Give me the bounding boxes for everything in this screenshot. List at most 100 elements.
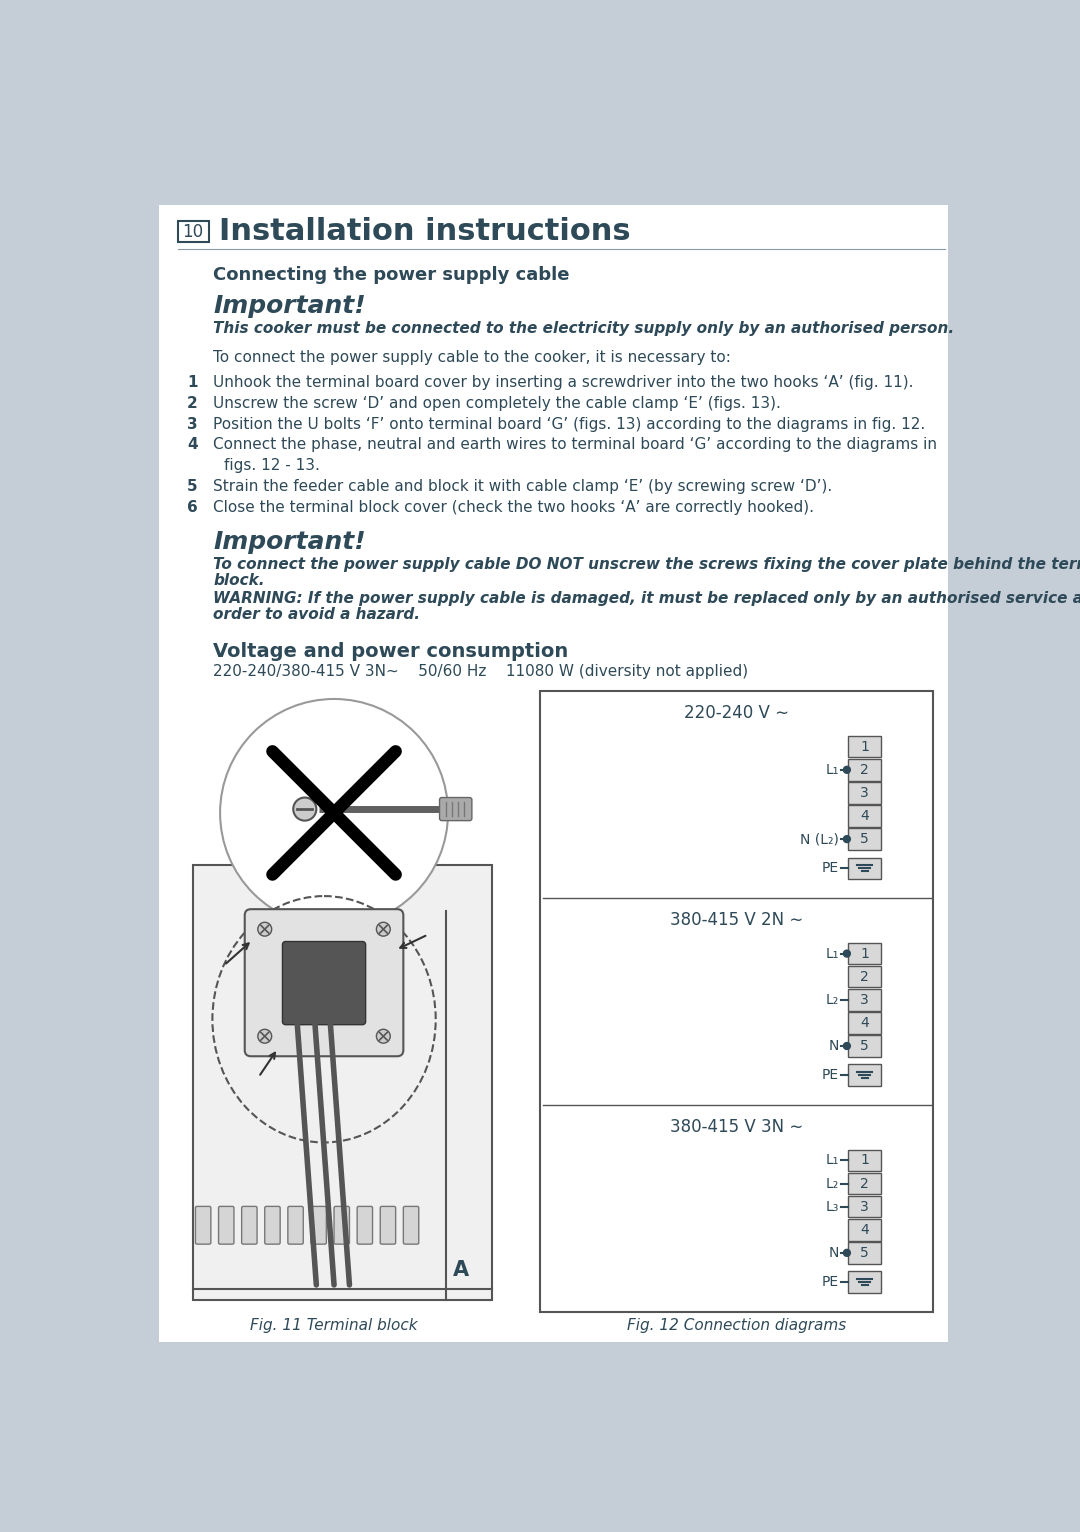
Text: L₂: L₂ (826, 993, 839, 1007)
Text: block.: block. (213, 573, 265, 588)
FancyBboxPatch shape (849, 758, 881, 781)
FancyBboxPatch shape (849, 1272, 881, 1293)
Text: 1: 1 (860, 1154, 869, 1167)
Text: 220-240/380-415 V 3N~    50/60 Hz    11080 W (diversity not applied): 220-240/380-415 V 3N~ 50/60 Hz 11080 W (… (213, 663, 748, 679)
Text: figs. 12 - 13.: figs. 12 - 13. (224, 458, 320, 473)
Circle shape (843, 766, 850, 774)
Text: 5: 5 (860, 1246, 869, 1259)
Text: 5: 5 (860, 832, 869, 846)
Text: 2: 2 (860, 1177, 869, 1190)
Circle shape (843, 950, 850, 958)
Text: N: N (828, 1039, 839, 1052)
Circle shape (843, 1042, 850, 1049)
FancyBboxPatch shape (178, 221, 208, 242)
Text: L₂: L₂ (826, 1177, 839, 1190)
Text: To connect the power supply cable DO NOT unscrew the screws fixing the cover pla: To connect the power supply cable DO NOT… (213, 558, 1080, 573)
Text: L₁: L₁ (826, 763, 839, 777)
Circle shape (377, 1030, 390, 1043)
Text: 1: 1 (860, 740, 869, 754)
FancyBboxPatch shape (540, 691, 933, 1311)
FancyBboxPatch shape (195, 1206, 211, 1244)
FancyBboxPatch shape (245, 908, 403, 1056)
FancyBboxPatch shape (849, 858, 881, 879)
Text: Strain the feeder cable and block it with cable clamp ‘E’ (by screwing screw ‘D’: Strain the feeder cable and block it wit… (213, 480, 833, 493)
Text: 3: 3 (187, 417, 198, 432)
FancyBboxPatch shape (242, 1206, 257, 1244)
Text: PE: PE (822, 1275, 839, 1288)
Text: L₁: L₁ (826, 947, 839, 961)
FancyBboxPatch shape (265, 1206, 280, 1244)
FancyBboxPatch shape (283, 942, 366, 1025)
FancyBboxPatch shape (288, 1206, 303, 1244)
Text: 3: 3 (860, 1200, 869, 1213)
Text: WARNING: If the power supply cable is damaged, it must be replaced only by an au: WARNING: If the power supply cable is da… (213, 591, 1080, 607)
Text: 3: 3 (860, 993, 869, 1007)
Text: Unscrew the screw ‘D’ and open completely the cable clamp ‘E’ (figs. 13).: Unscrew the screw ‘D’ and open completel… (213, 395, 781, 411)
Text: PE: PE (822, 861, 839, 875)
Text: 2: 2 (860, 970, 869, 984)
Text: To connect the power supply cable to the cooker, it is necessary to:: To connect the power supply cable to the… (213, 349, 731, 365)
FancyBboxPatch shape (218, 1206, 234, 1244)
FancyBboxPatch shape (403, 1206, 419, 1244)
Text: 380-415 V 2N ∼: 380-415 V 2N ∼ (670, 910, 804, 928)
Text: Unhook the terminal board cover by inserting a screwdriver into the two hooks ‘A: Unhook the terminal board cover by inser… (213, 375, 914, 391)
FancyBboxPatch shape (849, 829, 881, 850)
FancyBboxPatch shape (849, 965, 881, 988)
FancyBboxPatch shape (849, 1242, 881, 1264)
Text: 5: 5 (860, 1039, 869, 1052)
Circle shape (377, 922, 390, 936)
Text: 2: 2 (860, 763, 869, 777)
Text: 1: 1 (860, 947, 869, 961)
FancyBboxPatch shape (334, 1206, 350, 1244)
FancyBboxPatch shape (849, 1174, 881, 1195)
FancyBboxPatch shape (440, 798, 472, 821)
Text: Position the U bolts ‘F’ onto terminal board ‘G’ (figs. 13) according to the dia: Position the U bolts ‘F’ onto terminal b… (213, 417, 926, 432)
Text: Installation instructions: Installation instructions (219, 218, 631, 247)
FancyBboxPatch shape (849, 1196, 881, 1218)
FancyBboxPatch shape (849, 783, 881, 804)
Text: 4: 4 (187, 437, 198, 452)
Text: 4: 4 (860, 1223, 869, 1236)
Circle shape (843, 835, 850, 843)
Circle shape (220, 699, 448, 927)
Circle shape (294, 798, 316, 821)
Text: L₁: L₁ (826, 1154, 839, 1167)
Text: Connecting the power supply cable: Connecting the power supply cable (213, 265, 569, 283)
Text: Close the terminal block cover (check the two hooks ‘A’ are correctly hooked).: Close the terminal block cover (check th… (213, 499, 814, 515)
FancyBboxPatch shape (849, 735, 881, 757)
FancyBboxPatch shape (849, 1149, 881, 1172)
FancyBboxPatch shape (849, 1036, 881, 1057)
FancyBboxPatch shape (193, 866, 491, 1301)
FancyBboxPatch shape (357, 1206, 373, 1244)
Text: order to avoid a hazard.: order to avoid a hazard. (213, 607, 420, 622)
FancyBboxPatch shape (311, 1206, 326, 1244)
Text: N (L₂): N (L₂) (800, 832, 839, 846)
Text: Voltage and power consumption: Voltage and power consumption (213, 642, 568, 660)
Text: Fig. 12 Connection diagrams: Fig. 12 Connection diagrams (627, 1318, 847, 1333)
Text: This cooker must be connected to the electricity supply only by an authorised pe: This cooker must be connected to the ele… (213, 322, 955, 336)
Text: 6: 6 (187, 499, 198, 515)
Circle shape (258, 1030, 272, 1043)
Text: Important!: Important! (213, 294, 366, 317)
Text: PE: PE (822, 1068, 839, 1082)
FancyBboxPatch shape (380, 1206, 395, 1244)
Text: 380-415 V 3N ∼: 380-415 V 3N ∼ (670, 1117, 804, 1135)
Text: L₃: L₃ (826, 1200, 839, 1213)
Text: 2: 2 (187, 395, 198, 411)
FancyBboxPatch shape (849, 990, 881, 1011)
Circle shape (258, 922, 272, 936)
Text: 1: 1 (187, 375, 198, 391)
Text: Important!: Important! (213, 530, 366, 555)
FancyBboxPatch shape (849, 1065, 881, 1086)
FancyBboxPatch shape (849, 942, 881, 964)
Text: 5: 5 (187, 480, 198, 493)
Text: 10: 10 (183, 222, 204, 241)
Text: 3: 3 (860, 786, 869, 800)
Text: A: A (453, 1259, 469, 1279)
FancyBboxPatch shape (849, 806, 881, 827)
Circle shape (843, 1250, 850, 1256)
Text: N: N (828, 1246, 839, 1259)
FancyBboxPatch shape (849, 1013, 881, 1034)
FancyBboxPatch shape (849, 1219, 881, 1241)
Text: 4: 4 (860, 1016, 869, 1030)
